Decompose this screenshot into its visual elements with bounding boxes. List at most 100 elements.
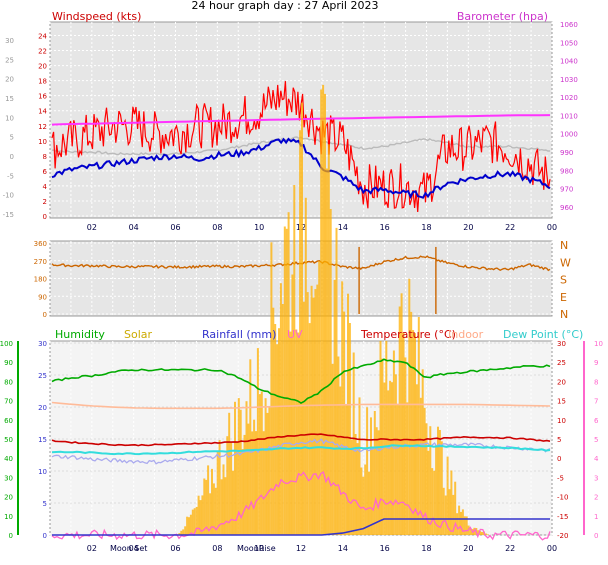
humidity-line [51,358,551,405]
wind-left-tick: 14 [38,108,47,116]
solar-bar [199,500,202,535]
solar-bar [287,212,290,535]
legend-windspeed: Windspeed (kts) [52,10,141,23]
solar-bar [251,431,254,535]
solar-bar [383,382,386,535]
wind-outer-tick: 5 [10,134,14,142]
weather-time-tick: 16 [380,544,390,553]
temp-tick: -10 [557,494,568,502]
solar-bar [452,494,455,535]
uv-tick: 3 [594,474,598,482]
solar-bar [241,449,244,535]
barometer-tick: 1010 [560,112,578,120]
solar-bar [335,227,338,535]
wind-outer-tick: -5 [7,172,14,180]
solar-bar [396,404,399,535]
solar-bar [220,479,223,535]
solar-bar [379,340,382,535]
solar-bar [268,406,271,535]
solar-bar [377,430,380,535]
solar-bar [222,464,225,535]
uv-tick: 5 [594,436,598,444]
solar-bar [410,311,413,535]
wind-outer-tick: 25 [5,56,14,64]
wind-left-tick: 22 [38,48,47,56]
solar-bar [406,402,409,535]
solar-bar [224,477,227,535]
solar-bar [427,450,430,535]
solar-bar [486,534,489,535]
solar-bar [234,401,236,535]
temp-tick: 15 [557,398,566,406]
barometer-tick: 1000 [560,131,578,139]
solar-bar [412,330,415,535]
uv-tick: 6 [594,417,599,425]
solar-bar [306,292,309,535]
wind-time-tick: 02 [87,223,97,232]
solar-bar [314,289,317,535]
moon-set-label: Moon Set [110,544,147,553]
barometer-tick: 980 [560,167,573,175]
wind-left-tick: 6 [43,168,48,176]
weather-time-tick: 06 [170,544,180,553]
solar-bar [477,530,480,535]
wind-left-tick: 20 [38,63,47,71]
rain-tick: 30 [38,340,47,348]
solar-bar [274,324,277,535]
solar-bar [481,532,483,535]
solar-bar [283,226,286,535]
solar-bar [435,445,438,535]
wind-time-tick: 16 [380,223,390,232]
wind-outer-tick: -10 [3,192,14,200]
direction-left-tick: 360 [34,240,47,248]
solar-bar [178,533,181,535]
solar-bar [302,301,305,535]
wind-time-tick: 10 [254,223,264,232]
solar-bar [316,284,319,535]
solar-bar [431,468,434,535]
solar-bar [226,436,229,535]
solar-bar [299,130,302,535]
solar-bar [421,369,424,535]
solar-bar [301,102,303,535]
solar-bar [425,423,428,535]
legend-temperature: Temperature (°C) [360,328,456,341]
humidity-tick: 80 [4,378,13,386]
rain-tick: 5 [43,500,47,508]
temp-tick: 30 [557,340,566,348]
solar-bar [255,431,257,535]
temperature-line [51,433,551,447]
solar-bar [191,509,194,535]
wind-time-tick: 06 [170,223,180,232]
rain-tick: 20 [38,404,47,412]
humidity-tick: 40 [4,455,13,463]
solar-bar [402,332,405,535]
solar-bar [322,84,325,536]
wind-barometer-panel: 024681012141618202224302520151050-5-10-1… [3,21,578,232]
solar-bar [364,464,367,535]
solar-bar [291,274,294,535]
solar-bar [417,317,420,535]
direction-compass-tick: W [560,256,571,269]
humidity-tick: 100 [0,340,13,348]
solar-bar [433,470,436,535]
solar-bar [333,280,336,535]
legend-barometer: Barometer (hpa) [457,10,548,23]
temp-tick: -15 [557,513,568,521]
wind-left-tick: 2 [43,198,47,206]
solar-bar [212,483,215,535]
solar-bar [329,209,332,535]
temp-tick: 0 [557,455,561,463]
uv-tick: 7 [594,398,598,406]
solar-bar [262,431,265,535]
wind-left-tick: 18 [38,78,47,86]
solar-bar [465,516,468,535]
solar-bar [312,297,315,535]
solar-bar [230,442,233,535]
wind-outer-tick: 30 [5,37,14,45]
solar-bar [278,328,280,535]
weather-time-tick: 10 [254,544,264,553]
solar-bar [325,168,328,535]
temp-tick: -20 [557,532,568,540]
